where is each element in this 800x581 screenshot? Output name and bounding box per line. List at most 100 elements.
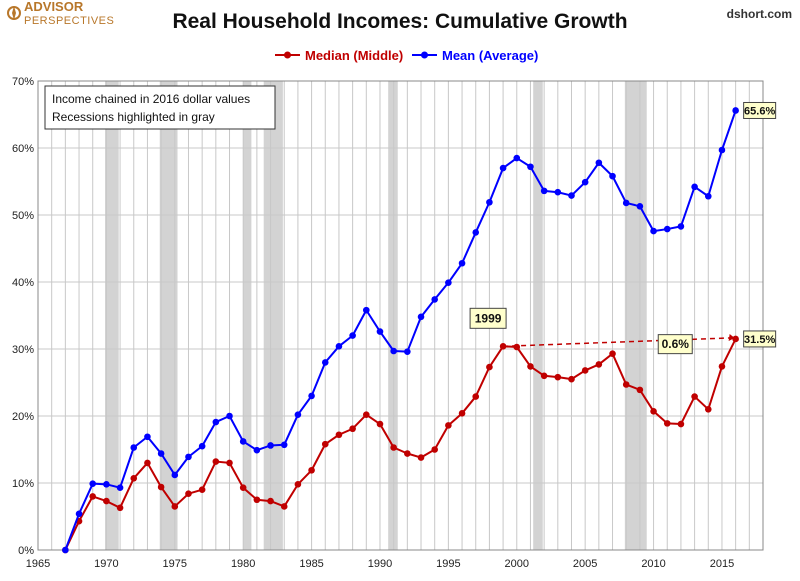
median-data-point <box>212 458 220 465</box>
median-data-point <box>636 386 644 394</box>
mean-end-callout-box <box>743 101 777 119</box>
y-axis-ticks: 0% 10% 20% 30% 40% 50% 60% 70% <box>12 76 34 557</box>
median-data-point <box>650 408 657 415</box>
median-end-callout-box <box>743 330 777 348</box>
mean-data-point <box>581 178 589 186</box>
x-tick-label: 1995 <box>436 558 460 570</box>
median-data-point <box>239 484 247 491</box>
mean-data-point <box>663 225 671 233</box>
mean-data-point <box>185 453 192 461</box>
mean-data-point <box>89 480 97 487</box>
mean-data-point <box>636 202 644 210</box>
x-tick-label: 2015 <box>710 558 734 570</box>
mean-data-point <box>267 442 274 449</box>
median-data-point <box>103 497 110 505</box>
median-end-callout-label: 31.5% <box>744 334 775 346</box>
mean-data-point <box>704 192 712 200</box>
mean-data-point <box>239 438 247 445</box>
median-data-point <box>691 393 698 400</box>
median-data-point <box>677 420 685 428</box>
recession-band <box>263 81 283 550</box>
median-data-point <box>157 483 165 491</box>
mean-data-point <box>349 332 356 339</box>
mean-data-point <box>691 183 698 191</box>
mean-data-point <box>650 227 657 235</box>
x-axis-ticks: 1965 1970 1975 1980 1985 1990 1995 2000 2005 2010… <box>26 558 734 570</box>
mean-end-callout-label: 65.6% <box>744 105 775 117</box>
x-tick-label: 2000 <box>505 558 529 570</box>
median-data-point <box>609 350 616 357</box>
x-tick-label: 1990 <box>368 558 392 570</box>
mean-data-point <box>609 172 616 180</box>
legend: Median (Middle) Mean (Average) <box>275 48 538 63</box>
y-tick-label: 10% <box>12 478 34 490</box>
median-data-point <box>376 420 384 428</box>
notes-box-frame <box>44 85 276 130</box>
mean-data-point <box>376 328 384 335</box>
mean-data-point <box>294 411 302 418</box>
chart-title: Real Household Incomes: Cumulative Growt… <box>172 10 627 33</box>
mean-data-point <box>472 229 480 236</box>
change-callout-box <box>657 334 693 355</box>
series-lines <box>62 107 739 554</box>
median-data-point <box>513 343 521 351</box>
recession-band <box>159 81 178 550</box>
mean-data-point <box>445 279 452 286</box>
median-data-point <box>404 450 411 457</box>
median-data-point <box>280 503 288 510</box>
source-label: dshort.com <box>727 7 792 21</box>
mean-data-point <box>527 163 534 171</box>
recession-band <box>105 81 119 550</box>
mean-data-point <box>486 198 493 206</box>
median-data-point <box>198 486 206 494</box>
median-data-point <box>527 363 534 370</box>
advisor-perspectives-logo: ADVISOR PERSPECTIVES <box>7 0 114 27</box>
median-data-point <box>308 466 315 474</box>
median-data-point <box>253 496 261 504</box>
mean-data-point <box>732 107 739 114</box>
mean-data-point <box>718 146 726 154</box>
y-tick-label: 0% <box>18 545 34 557</box>
note-line-2: Recessions highlighted in gray <box>52 110 215 124</box>
mean-data-point <box>390 347 397 355</box>
mean-data-point <box>568 192 575 199</box>
median-data-point <box>622 381 630 388</box>
median-data-point <box>294 481 302 488</box>
recession-band <box>533 81 543 550</box>
median-data-point <box>554 373 562 381</box>
median-data-point <box>130 475 138 482</box>
median-data-point <box>568 375 575 383</box>
median-data-point <box>185 490 192 498</box>
mean-data-point <box>513 154 521 162</box>
logo-needle-icon <box>12 6 16 20</box>
y-tick-label: 40% <box>12 277 34 289</box>
mean-data-point <box>157 450 165 457</box>
mean-data-point <box>308 392 315 400</box>
median-data-point <box>445 422 452 429</box>
mean-data-point <box>404 348 411 355</box>
mean-data-point <box>253 446 261 454</box>
mean-data-point <box>171 471 179 479</box>
mean-data-point <box>75 510 83 518</box>
recession-band <box>388 81 398 550</box>
median-data-point <box>349 425 356 433</box>
median-data-point <box>595 361 603 368</box>
median-data-point <box>363 411 370 418</box>
x-tick-label: 1965 <box>26 558 50 570</box>
x-tick-label: 1975 <box>163 558 187 570</box>
mean-data-point <box>103 481 110 488</box>
median-data-point <box>486 363 493 371</box>
median-data-point <box>458 410 466 417</box>
median-data-point <box>581 367 589 374</box>
mean-data-point <box>540 187 548 195</box>
legend-mean-label: Mean (Average) <box>442 48 538 63</box>
median-data-point <box>226 459 233 467</box>
mean-data-point <box>677 223 685 230</box>
median-data-point <box>732 335 739 343</box>
mean-data-point <box>417 313 425 321</box>
logo-line1: ADVISOR <box>24 0 84 14</box>
y-tick-label: 50% <box>12 210 34 222</box>
note-line-1: Income chained in 2016 dollar values <box>52 92 250 106</box>
mean-data-point <box>116 484 124 491</box>
